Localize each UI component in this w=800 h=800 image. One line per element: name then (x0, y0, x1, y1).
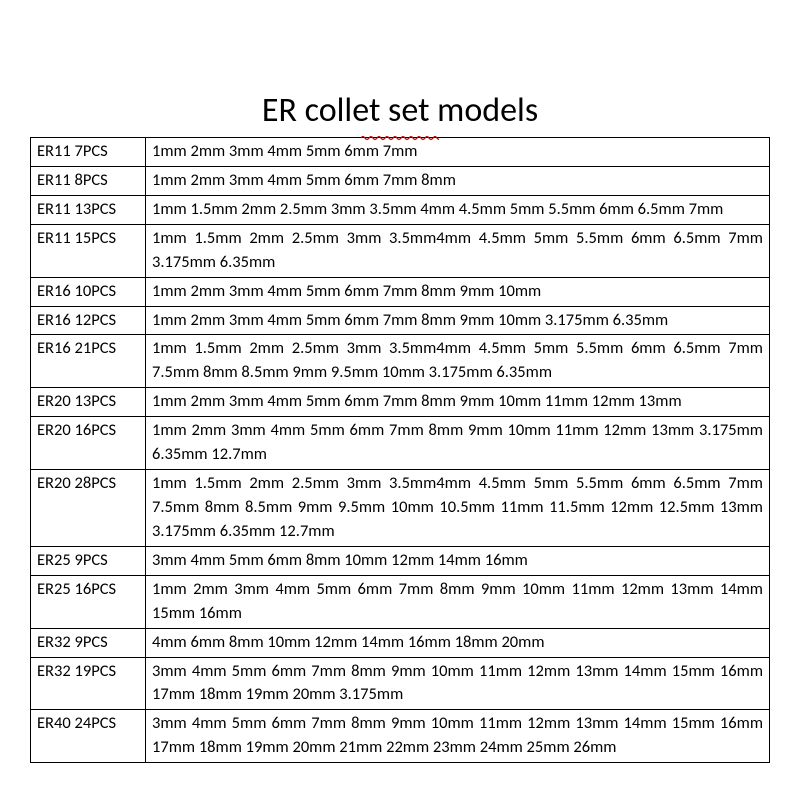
table-row: ER11 8PCS1mm 2mm 3mm 4mm 5mm 6mm 7mm 8mm (31, 166, 770, 195)
model-cell: ER32 19PCS (31, 657, 146, 710)
page-title: ER collet set models (262, 90, 538, 131)
model-cell: ER20 13PCS (31, 388, 146, 417)
table-row: ER16 12PCS1mm 2mm 3mm 4mm 5mm 6mm 7mm 8m… (31, 306, 770, 335)
table-row: ER11 15PCS1mm 1.5mm 2mm 2.5mm 3mm 3.5mm4… (31, 224, 770, 277)
model-cell: ER20 28PCS (31, 470, 146, 547)
sizes-cell: 3mm 4mm 5mm 6mm 8mm 10mm 12mm 14mm 16mm (146, 546, 770, 575)
table-row: ER20 13PCS1mm 2mm 3mm 4mm 5mm 6mm 7mm 8m… (31, 388, 770, 417)
title-container: ER collet set models (30, 90, 770, 137)
model-cell: ER11 13PCS (31, 195, 146, 224)
table-row: ER20 28PCS1mm 1.5mm 2mm 2.5mm 3mm 3.5mm4… (31, 470, 770, 547)
model-cell: ER25 9PCS (31, 546, 146, 575)
sizes-cell: 1mm 2mm 3mm 4mm 5mm 6mm 7mm 8mm 9mm 10mm… (146, 388, 770, 417)
sizes-cell: 1mm 1.5mm 2mm 2.5mm 3mm 3.5mm4mm 4.5mm 5… (146, 224, 770, 277)
sizes-cell: 3mm 4mm 5mm 6mm 7mm 8mm 9mm 10mm 11mm 12… (146, 657, 770, 710)
sizes-cell: 1mm 2mm 3mm 4mm 5mm 6mm 7mm 8mm 9mm 10mm (146, 277, 770, 306)
table-row: ER11 7PCS1mm 2mm 3mm 4mm 5mm 6mm 7mm (31, 138, 770, 167)
sizes-cell: 4mm 6mm 8mm 10mm 12mm 14mm 16mm 18mm 20m… (146, 628, 770, 657)
table-row: ER16 21PCS1mm 1.5mm 2mm 2.5mm 3mm 3.5mm4… (31, 335, 770, 388)
model-cell: ER40 24PCS (31, 710, 146, 763)
collet-models-table: ER11 7PCS1mm 2mm 3mm 4mm 5mm 6mm 7mmER11… (30, 137, 770, 763)
sizes-cell: 1mm 2mm 3mm 4mm 5mm 6mm 7mm (146, 138, 770, 167)
model-cell: ER11 8PCS (31, 166, 146, 195)
table-row: ER25 16PCS1mm 2mm 3mm 4mm 5mm 6mm 7mm 8m… (31, 575, 770, 628)
table-row: ER25 9PCS3mm 4mm 5mm 6mm 8mm 10mm 12mm 1… (31, 546, 770, 575)
sizes-cell: 3mm 4mm 5mm 6mm 7mm 8mm 9mm 10mm 11mm 12… (146, 710, 770, 763)
model-cell: ER32 9PCS (31, 628, 146, 657)
table-body: ER11 7PCS1mm 2mm 3mm 4mm 5mm 6mm 7mmER11… (31, 138, 770, 763)
model-cell: ER16 10PCS (31, 277, 146, 306)
table-row: ER40 24PCS3mm 4mm 5mm 6mm 7mm 8mm 9mm 10… (31, 710, 770, 763)
sizes-cell: 1mm 1.5mm 2mm 2.5mm 3mm 3.5mm4mm 4.5mm 5… (146, 335, 770, 388)
model-cell: ER11 7PCS (31, 138, 146, 167)
table-row: ER32 9PCS4mm 6mm 8mm 10mm 12mm 14mm 16mm… (31, 628, 770, 657)
sizes-cell: 1mm 2mm 3mm 4mm 5mm 6mm 7mm 8mm (146, 166, 770, 195)
table-row: ER32 19PCS3mm 4mm 5mm 6mm 7mm 8mm 9mm 10… (31, 657, 770, 710)
model-cell: ER25 16PCS (31, 575, 146, 628)
model-cell: ER16 21PCS (31, 335, 146, 388)
table-row: ER16 10PCS1mm 2mm 3mm 4mm 5mm 6mm 7mm 8m… (31, 277, 770, 306)
sizes-cell: 1mm 1.5mm 2mm 2.5mm 3mm 3.5mm 4mm 4.5mm … (146, 195, 770, 224)
model-cell: ER20 16PCS (31, 417, 146, 470)
table-row: ER11 13PCS1mm 1.5mm 2mm 2.5mm 3mm 3.5mm … (31, 195, 770, 224)
model-cell: ER16 12PCS (31, 306, 146, 335)
sizes-cell: 1mm 1.5mm 2mm 2.5mm 3mm 3.5mm4mm 4.5mm 5… (146, 470, 770, 547)
sizes-cell: 1mm 2mm 3mm 4mm 5mm 6mm 7mm 8mm 9mm 10mm… (146, 575, 770, 628)
sizes-cell: 1mm 2mm 3mm 4mm 5mm 6mm 7mm 8mm 9mm 10mm… (146, 306, 770, 335)
table-row: ER20 16PCS1mm 2mm 3mm 4mm 5mm 6mm 7mm 8m… (31, 417, 770, 470)
model-cell: ER11 15PCS (31, 224, 146, 277)
sizes-cell: 1mm 2mm 3mm 4mm 5mm 6mm 7mm 8mm 9mm 10mm… (146, 417, 770, 470)
